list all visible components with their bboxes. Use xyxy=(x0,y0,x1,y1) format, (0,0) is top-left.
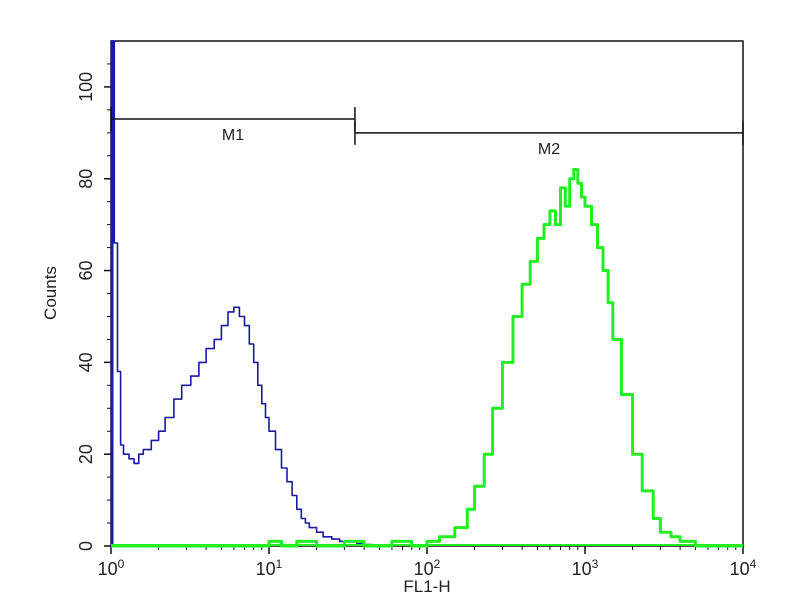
x-tick-label: 103 xyxy=(572,557,599,579)
y-tick-label: 80 xyxy=(76,169,96,189)
x-tick-base: 10 xyxy=(98,559,118,579)
x-tick-label: 101 xyxy=(256,557,283,579)
x-tick-base: 10 xyxy=(414,559,434,579)
y-tick-label: 20 xyxy=(76,444,96,464)
y-tick-label: 40 xyxy=(76,352,96,372)
gate-label-m2: M2 xyxy=(538,141,560,158)
x-tick-exponent: 2 xyxy=(434,557,441,571)
x-tick-exponent: 1 xyxy=(276,557,283,571)
x-axis-ticks: 100 101 102 103 104 xyxy=(98,546,757,579)
x-tick-base: 10 xyxy=(256,559,276,579)
series-line-1 xyxy=(111,40,381,546)
x-tick-exponent: 4 xyxy=(750,557,757,571)
plot-frame xyxy=(110,40,744,547)
y-axis-label: Counts xyxy=(41,266,60,320)
x-tick-label: 104 xyxy=(730,557,757,579)
x-axis-label: FL1-H xyxy=(403,577,450,596)
gate-markers: M1 M2 xyxy=(110,107,744,158)
x-tick-label: 100 xyxy=(98,557,125,579)
x-tick-exponent: 3 xyxy=(592,557,599,571)
x-tick-base: 10 xyxy=(572,559,592,579)
x-tick-exponent: 0 xyxy=(118,557,125,571)
y-axis-ticks: 0 20 40 60 80 100 xyxy=(76,63,111,551)
histogram-series xyxy=(110,40,743,548)
y-tick-label: 60 xyxy=(76,261,96,281)
y-tick-label: 100 xyxy=(76,72,96,102)
y-tick-label: 0 xyxy=(76,541,96,551)
gate-label-m1: M1 xyxy=(222,127,244,144)
x-tick-label: 102 xyxy=(414,557,441,579)
x-tick-base: 10 xyxy=(730,559,750,579)
